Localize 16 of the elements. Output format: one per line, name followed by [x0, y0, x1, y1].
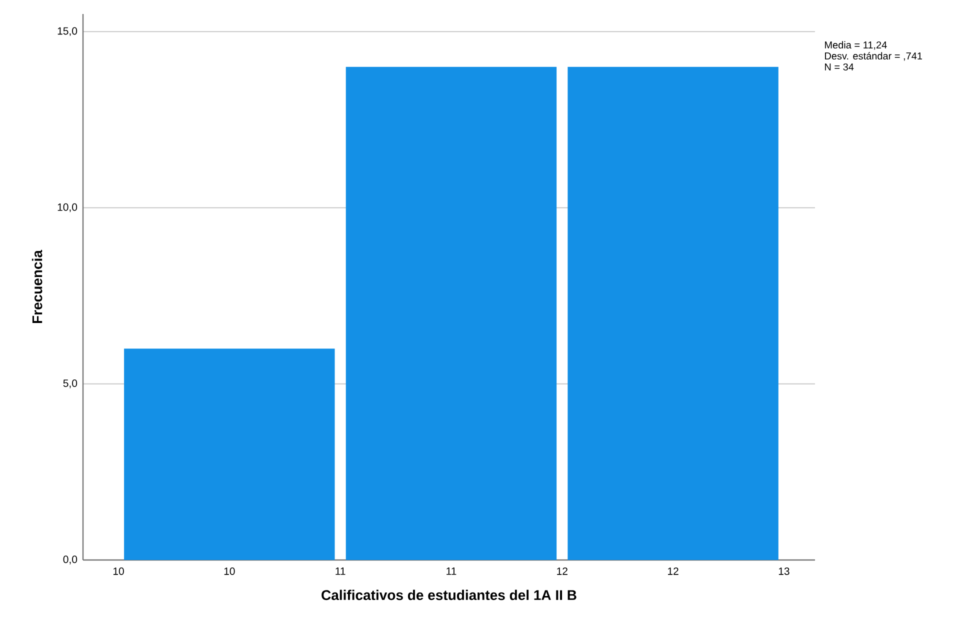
- x-tick-label: 11: [336, 568, 346, 575]
- y-tick-label: 5,0: [63, 380, 78, 388]
- text: N = 34: [825, 63, 854, 71]
- x-tick-label: 12: [668, 568, 678, 575]
- y-tick-label: 0,0: [63, 556, 78, 564]
- x-tick-label: 10: [113, 568, 124, 575]
- text: Media = 11,24: [825, 41, 887, 50]
- x-tick-label: 11: [446, 568, 456, 575]
- x-tick-label: 13: [778, 568, 790, 575]
- y-tick-label: 10,0: [58, 203, 78, 212]
- x-tick-label: 10: [224, 568, 235, 575]
- x-axis-title: Calificativos de estudiantes del 1A II B: [322, 590, 576, 600]
- x-tick-label: 12: [557, 568, 568, 575]
- text: Desv. estándar = ,741: [825, 52, 922, 61]
- y-tick-label: 15,0: [58, 27, 78, 36]
- y-axis-title: Frecuencia: [32, 250, 42, 324]
